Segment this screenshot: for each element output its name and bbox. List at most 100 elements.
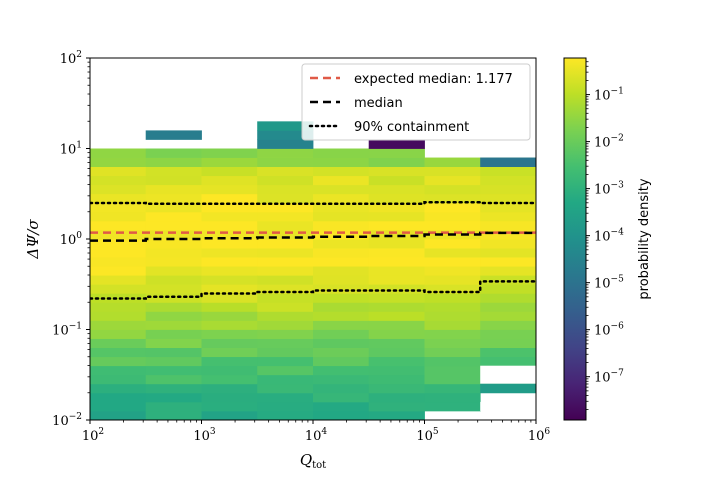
heatmap-cell — [90, 383, 147, 394]
heatmap-cell — [201, 329, 258, 339]
heatmap-cell — [368, 365, 425, 376]
heatmap-cell — [90, 220, 147, 231]
heatmap-cell-outlier — [257, 139, 314, 149]
heatmap-cell — [480, 293, 536, 303]
heatmap-cell — [313, 148, 370, 158]
heatmap-cell — [257, 311, 314, 321]
heatmap-cell — [257, 193, 314, 204]
heatmap-cell — [424, 383, 481, 394]
heatmap-cell — [145, 338, 202, 348]
heatmap-cell — [145, 184, 202, 195]
heatmap-cell — [90, 157, 147, 167]
heatmap-cell — [480, 329, 536, 339]
heatmap-cell — [480, 275, 536, 285]
heatmap-cell — [145, 401, 202, 412]
heatmap-cell — [145, 211, 202, 222]
heatmap-cell — [480, 248, 536, 258]
heatmap-cell — [90, 356, 147, 367]
heatmap-cell — [145, 229, 202, 240]
heatmap-cell — [368, 220, 425, 231]
heatmap-cell — [313, 356, 370, 367]
heatmap-cell — [257, 166, 314, 177]
heatmap-cell — [313, 193, 370, 204]
heatmap-cell — [368, 329, 425, 339]
heatmap-cell — [145, 374, 202, 385]
heatmap-cell — [145, 248, 202, 258]
heatmap-cell — [368, 311, 425, 321]
heatmap-cell — [424, 220, 481, 231]
heatmap-cell — [201, 392, 258, 403]
heatmap-cell — [145, 392, 202, 403]
heatmap-cell — [313, 338, 370, 348]
heatmap-cell — [368, 410, 425, 420]
heatmap-cell — [201, 266, 258, 276]
heatmap-cell — [201, 257, 258, 267]
heatmap-cell — [90, 365, 147, 376]
heatmap-cells — [90, 121, 536, 420]
heatmap-cell — [90, 229, 147, 240]
heatmap-cell — [424, 202, 481, 213]
heatmap-cell — [201, 293, 258, 303]
heatmap-cell — [424, 302, 481, 312]
heatmap-cell — [424, 239, 481, 249]
x-tick-label: 104 — [305, 427, 328, 444]
heatmap-cell — [480, 202, 536, 213]
heatmap-cell — [313, 202, 370, 213]
heatmap-cell — [313, 257, 370, 267]
heatmap-cell — [201, 148, 258, 158]
heatmap-cell — [480, 239, 536, 249]
heatmap-cell — [424, 293, 481, 303]
heatmap-cell — [90, 275, 147, 285]
heatmap-cell — [257, 329, 314, 339]
heatmap-cell — [368, 302, 425, 312]
heatmap-cell — [201, 302, 258, 312]
heatmap-cell — [201, 311, 258, 321]
heatmap-cell — [480, 347, 536, 358]
heatmap-cell — [480, 266, 536, 276]
heatmap-cell — [201, 383, 258, 394]
heatmap-cell — [257, 175, 314, 186]
heatmap-cell — [424, 365, 481, 376]
heatmap-cell — [368, 248, 425, 258]
heatmap-cell — [424, 275, 481, 285]
heatmap-cell — [368, 347, 425, 358]
heatmap-cell — [424, 392, 481, 403]
heatmap-cell — [257, 220, 314, 231]
heatmap-cell — [201, 184, 258, 195]
heatmap-cell — [90, 148, 147, 158]
x-tick-label: 106 — [528, 427, 551, 444]
heatmap-cell — [368, 392, 425, 403]
x-axis-label: Qtot — [300, 451, 326, 471]
heatmap-cell — [145, 347, 202, 358]
heatmap-cell — [313, 157, 370, 167]
heatmap-cell — [368, 239, 425, 249]
heatmap-cell — [424, 329, 481, 339]
heatmap-cell — [480, 193, 536, 204]
heatmap-cell — [145, 365, 202, 376]
heatmap-cell — [257, 374, 314, 385]
heatmap-cell — [90, 184, 147, 195]
heatmap-cell — [201, 275, 258, 285]
heatmap-cell — [201, 220, 258, 231]
heatmap-cell — [424, 320, 481, 330]
heatmap-cell — [313, 329, 370, 339]
colorbar-tick-label: 10−4 — [594, 228, 624, 245]
heatmap-cell — [368, 193, 425, 204]
heatmap-cell — [257, 347, 314, 358]
heatmap-empty-cell — [480, 365, 536, 384]
y-tick-label: 102 — [60, 50, 82, 67]
heatmap-cell — [90, 211, 147, 222]
heatmap-cell — [424, 374, 481, 385]
heatmap-cell — [257, 392, 314, 403]
heatmap-cell — [313, 248, 370, 258]
heatmap-cell — [424, 356, 481, 367]
y-tick-label: 10−2 — [52, 412, 82, 429]
colorbar-tick-label: 10−1 — [594, 87, 624, 104]
chart-lines — [90, 200, 536, 300]
heatmap-cell — [257, 239, 314, 249]
heatmap-cell — [145, 175, 202, 186]
heatmap-cell — [201, 175, 258, 186]
heatmap-cell — [90, 175, 147, 186]
heatmap-cell — [313, 293, 370, 303]
